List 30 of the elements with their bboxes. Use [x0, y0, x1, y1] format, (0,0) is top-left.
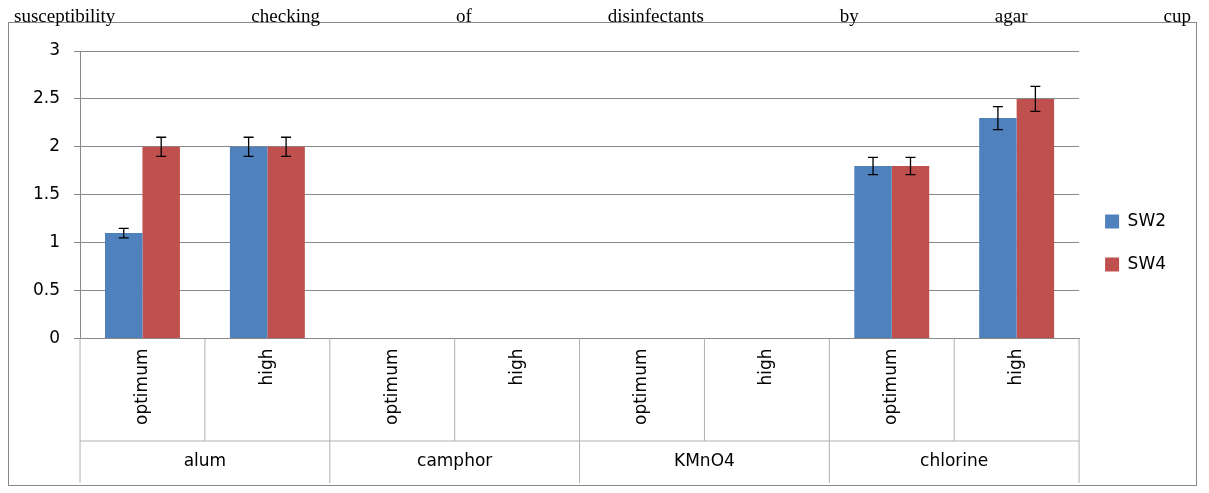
y-tick-label: 0 — [49, 326, 61, 347]
x-tick-label: high — [505, 348, 526, 386]
legend-label: SW4 — [1127, 252, 1167, 273]
x-tick-label: high — [755, 348, 776, 386]
bar — [229, 146, 268, 339]
bar — [891, 166, 930, 339]
bar — [142, 146, 180, 339]
text: alum — [183, 450, 227, 471]
chart-title: susceptibility checking of disinfectants by agar cup — [13, 5, 1192, 26]
x-tick-label: optimum — [130, 348, 151, 426]
legend-label: SW2 — [1127, 209, 1167, 230]
text: camphor — [417, 450, 493, 471]
bar — [267, 146, 305, 339]
y-tick-label: 0.5 — [32, 279, 61, 300]
x-tick-label: high — [1005, 348, 1026, 386]
text: KMnO4 — [674, 450, 735, 471]
text: chlorine — [920, 450, 989, 471]
x-tick-label: optimum — [630, 348, 651, 426]
y-tick-label: 1 — [49, 231, 61, 252]
y-tick-label: 1.5 — [32, 183, 61, 204]
bar — [854, 166, 892, 339]
x-tick-label: optimum — [380, 348, 401, 426]
bar — [1016, 98, 1055, 339]
bar — [105, 233, 143, 339]
y-tick-label: 2.5 — [32, 87, 61, 108]
x-tick-label: high — [255, 348, 276, 386]
bar — [979, 118, 1017, 339]
x-tick-label: optimum — [880, 348, 901, 426]
y-tick-label: 3 — [49, 39, 61, 60]
y-tick-label: 2 — [49, 135, 61, 156]
